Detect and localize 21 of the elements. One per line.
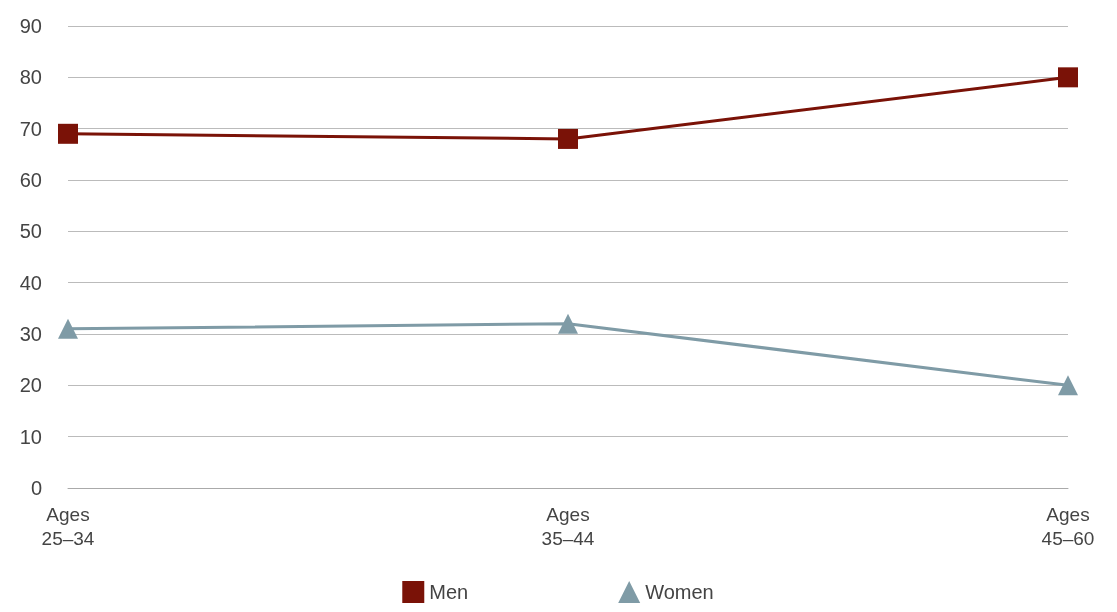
point — [1058, 375, 1078, 396]
x-tick-label: Ages 25–34 — [41, 503, 95, 549]
y-tick-label: 50 — [19, 220, 42, 243]
y-tick-label: 30 — [19, 323, 42, 345]
point — [1058, 67, 1078, 88]
y-tick-label: 90 — [19, 15, 42, 37]
point — [558, 313, 578, 334]
y-tick-label: 60 — [19, 169, 42, 191]
y-tick-label: 0 — [30, 477, 42, 499]
x-tick-label: Ages 35–44 — [541, 503, 595, 549]
y-tick-label: 80 — [19, 66, 42, 89]
point — [558, 128, 578, 149]
y-tick-label: 40 — [19, 271, 42, 294]
point — [58, 123, 78, 144]
y-tick-label: 20 — [19, 374, 42, 397]
y-tick-label: 10 — [19, 425, 42, 448]
y-tick-label: 70 — [19, 117, 42, 140]
legend-label: Women — [645, 581, 714, 603]
x-tick-label: Ages 45–60 — [1041, 503, 1095, 549]
point — [58, 318, 78, 339]
legend-label: Men — [429, 581, 469, 603]
